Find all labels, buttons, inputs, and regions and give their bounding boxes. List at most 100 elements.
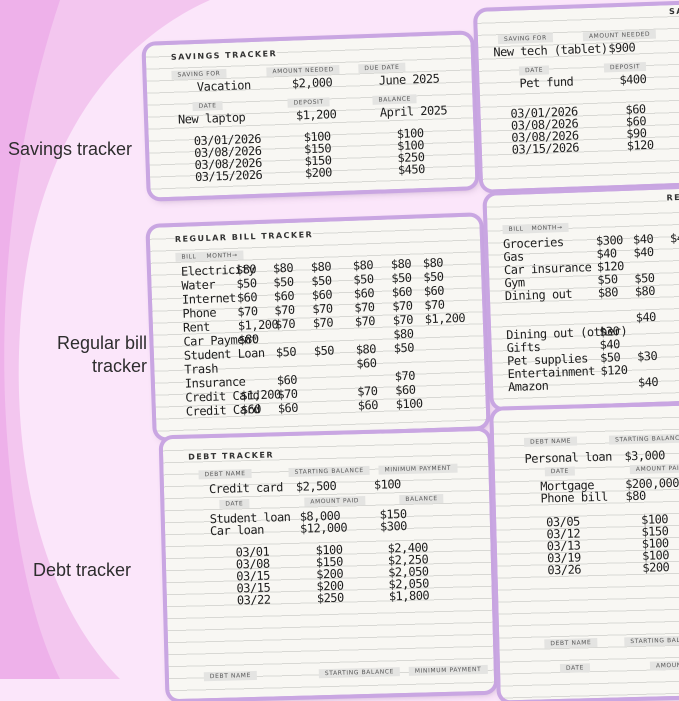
- column-header: MONTH→: [200, 250, 244, 262]
- bill-amount: $70: [357, 383, 378, 399]
- bill-name: Rent: [182, 319, 211, 335]
- column-header: DUE DATE: [358, 62, 406, 74]
- side-label: Debt tracker: [33, 560, 132, 580]
- column-header: BALANCE: [399, 493, 444, 505]
- bill-amount: $60: [276, 372, 298, 388]
- bill-amount: $30: [636, 348, 658, 364]
- bill-amount: $80: [634, 283, 656, 299]
- bill-amount: $60: [423, 283, 445, 299]
- bill-amount: $70: [354, 300, 375, 315]
- bill-amount: $70: [394, 368, 416, 384]
- bill-name: Groceries: [502, 235, 564, 252]
- column-header: AMOUNT PAID: [629, 463, 679, 475]
- bill-amount: $50: [423, 269, 444, 285]
- bill-amount: $80: [393, 326, 414, 342]
- bill-amount: $40: [633, 244, 654, 260]
- bill-amount: $60: [391, 284, 413, 300]
- bill-amount: $70: [274, 302, 295, 318]
- bill-amount: $50: [275, 344, 297, 360]
- column-header: DATE: [544, 466, 575, 477]
- bill-amount: $80: [352, 258, 374, 273]
- handwritten-entry: $100: [373, 477, 401, 492]
- side-label: Regular bill tracker: [56, 333, 147, 376]
- planner-page: DEBT NAME STARTING BALANCE Personal loan $3…: [493, 405, 679, 701]
- bill-amount: $40: [669, 230, 679, 246]
- bill-amount: $70: [274, 316, 296, 332]
- bill-amount: $70: [424, 297, 445, 313]
- bill-amount: $50: [273, 274, 294, 290]
- bill-amount: $1,200: [424, 310, 466, 327]
- bill-amount: $60: [356, 355, 377, 371]
- handwritten-entry: Credit card: [208, 480, 284, 497]
- bill-amount: $70: [237, 304, 258, 319]
- handwritten-entry: $80: [625, 488, 646, 504]
- column-header: STARTING BALANCE: [608, 433, 679, 445]
- bill-amount: $70: [354, 314, 376, 329]
- bill-amount: $70: [312, 301, 333, 317]
- planner-page: DEBT TRACKER DEBT NAME STARTING BALANCE MIN…: [162, 430, 495, 700]
- column-header: BILL: [175, 251, 203, 262]
- handwritten-entry: $450: [397, 162, 426, 177]
- column-header: DATE: [518, 65, 550, 76]
- bill-name: Internet: [181, 290, 236, 307]
- bill-amount: $40: [637, 374, 659, 390]
- bill-name: Student Loan: [183, 345, 265, 363]
- bill-amount: $70: [392, 298, 413, 314]
- bill-amount: $50: [313, 343, 335, 359]
- bill-amount: $50: [391, 270, 412, 286]
- bill-amount: $60: [311, 287, 333, 303]
- page-title: DEBT TRACKER: [188, 450, 275, 462]
- bill-amount: $120: [600, 362, 628, 378]
- handwritten-entry: 03/15/2026: [194, 167, 263, 185]
- column-header: STARTING BALANCE: [624, 635, 679, 647]
- handwritten-entry: $120: [626, 137, 654, 153]
- column-header: STARTING BALANCE: [318, 667, 401, 679]
- bill-amount: $60: [273, 288, 295, 304]
- page-title: SAVINGS TRACKER: [668, 4, 679, 17]
- handwritten-entry: Vacation: [196, 78, 251, 94]
- handwritten-entry: April 2025: [379, 103, 448, 120]
- bill-amount: $70: [312, 315, 334, 331]
- bill-amount: $60: [395, 382, 416, 398]
- column-header: MONTH→: [525, 222, 569, 234]
- bill-amount: $40: [635, 309, 657, 325]
- bill-name: Amazon: [507, 378, 549, 395]
- handwritten-entry: $1,800: [388, 588, 430, 604]
- handwritten-entry: $2,500: [295, 478, 337, 494]
- column-header: DEBT NAME: [203, 670, 258, 682]
- handwritten-entry: June 2025: [378, 71, 440, 88]
- bill-amount: $80: [235, 262, 257, 277]
- bill-amount: $60: [240, 402, 262, 417]
- handwritten-entry: $900: [608, 40, 636, 56]
- handwritten-entry: $1,200: [295, 107, 337, 123]
- handwritten-entry: Car loan: [209, 522, 265, 539]
- page-title: REGULAR BILL TRACKER: [666, 188, 679, 203]
- bill-amount: $80: [597, 285, 619, 300]
- handwritten-entry: 03/22: [236, 592, 271, 608]
- handwritten-entry: New laptop: [177, 110, 246, 127]
- handwritten-entry: $3,000: [624, 448, 666, 464]
- column-header: AMOUNT: [649, 660, 679, 671]
- page-title: REGULAR BILL TRACKER: [174, 230, 314, 244]
- column-header: DEBT NAME: [523, 436, 578, 447]
- column-header: MINIMUM PAYMENT: [408, 664, 488, 676]
- bill-amount: $1,200: [237, 317, 279, 333]
- bill-name: Car insurance: [503, 260, 592, 278]
- bill-amount: $80: [355, 341, 377, 357]
- bill-amount: $50: [353, 272, 374, 287]
- handwritten-entry: Personal loan: [524, 449, 613, 466]
- bill-amount: $60: [236, 290, 258, 305]
- bill-amount: $50: [236, 276, 257, 291]
- handwritten-entry: $200: [642, 560, 670, 575]
- handwritten-entry: New tech (tablet): [493, 41, 608, 60]
- bill-amount: $60: [357, 397, 379, 413]
- handwritten-entry: 03/26: [547, 562, 582, 578]
- column-header: AMOUNT PAID: [304, 496, 366, 507]
- bill-amount: $50: [393, 340, 415, 356]
- column-header: BALANCE: [372, 94, 418, 105]
- bill-amount: $1,200: [240, 387, 281, 403]
- column-header: STARTING BALANCE: [288, 465, 370, 478]
- column-header: DATE: [192, 101, 223, 112]
